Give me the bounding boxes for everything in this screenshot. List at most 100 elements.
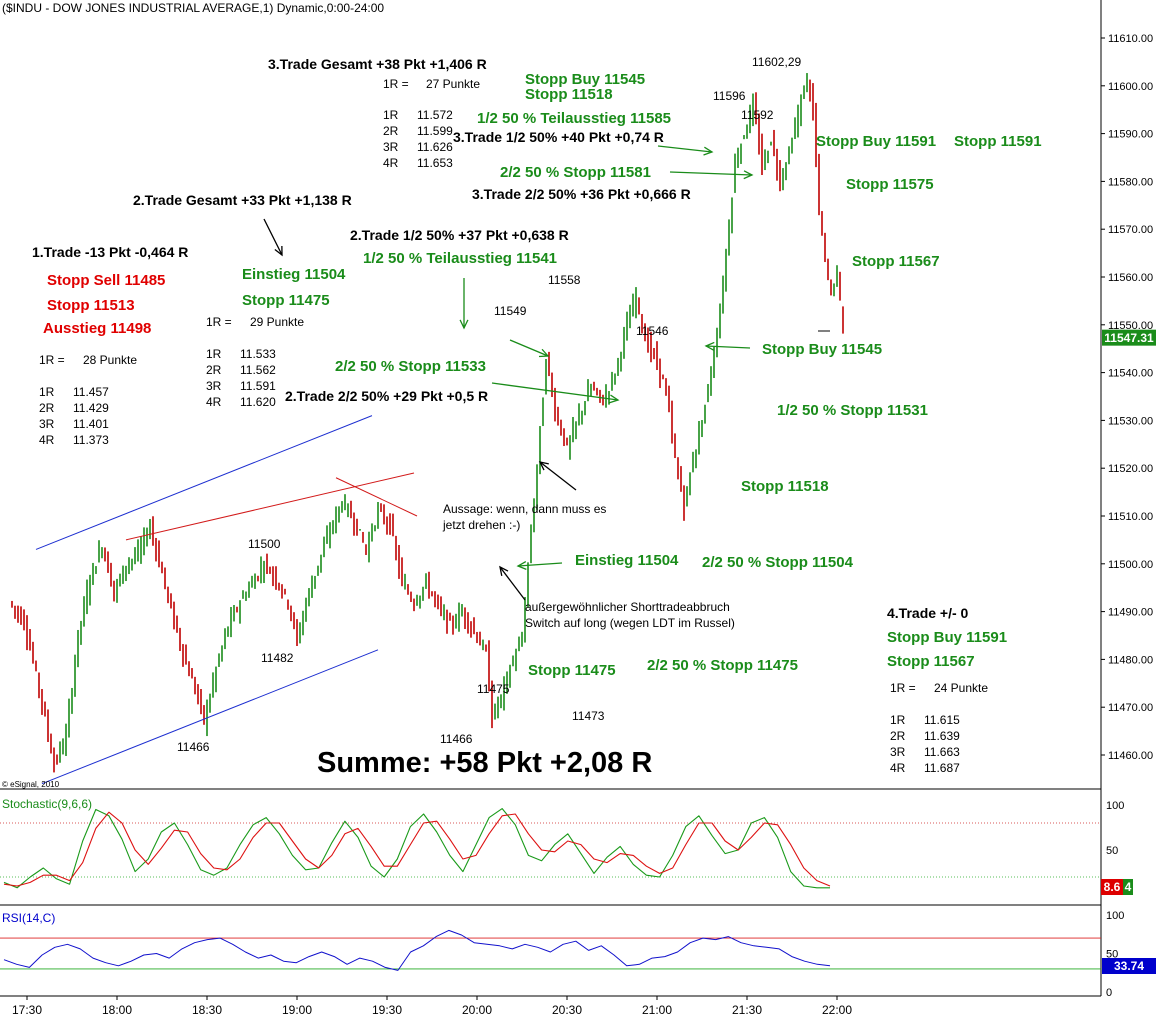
trade2-stop: Stopp 11475 [242,292,330,309]
arrow-einstieg-11504-head [516,560,527,570]
trade3-stop: Stopp 11518 [525,86,613,103]
price-label: 11549 [494,304,527,318]
y-tick-label: 11540.00 [1108,368,1153,380]
trade2-half2-stop: 2/2 50 % Stopp 11533 [335,358,486,375]
stop-buy-11591: Stopp Buy 11591 [816,133,937,150]
price-label: 11546 [636,324,669,338]
y-tick-label: 11490.00 [1108,607,1153,619]
stoch-series-k [3,808,830,889]
trade2-half1-exit: 1/2 50 % Teilausstieg 11541 [363,250,558,267]
r-key: 1R [383,108,399,122]
trade2-1r-label: 1R = [206,315,232,329]
trade3-half2-stop: 2/2 50 % Stopp 11581 [500,164,651,181]
y-tick-label: 11580.00 [1108,176,1153,188]
x-tick-label: 20:30 [552,1003,582,1017]
stoch-series-d [3,811,831,887]
r-value: 11.533 [240,347,276,361]
trade1-1r-label: 1R = [39,353,65,367]
half2-stop-11475: 2/2 50 % Stopp 11475 [647,657,798,674]
trade4-header: 4.Trade +/- 0 [887,605,969,621]
r-key: 4R [39,433,55,447]
trendline [35,415,373,550]
x-tick-label: 22:00 [822,1003,852,1017]
trade4-r-table: 1R 11.615 2R 11.639 3R 11.663 4R 11.687 [890,712,960,776]
r-value: 11.687 [924,761,960,775]
rsi-series [3,929,831,971]
y-tick-label: 11470.00 [1108,702,1153,714]
y-tick-label: 11460.00 [1108,750,1153,762]
price-label: 11466 [177,740,210,754]
trade1-exit: Ausstieg 11498 [43,320,152,337]
r-key: 2R [890,729,906,743]
x-tick-label: 21:30 [732,1003,762,1017]
trade2-total: 2.Trade Gesamt +33 Pkt +1,138 R [133,192,352,208]
r-value: 11.457 [73,385,109,399]
r-key: 3R [383,140,399,154]
arrow-teilausstieg-11585-head [703,146,714,156]
last-price-tag: 11547.31 [1104,330,1154,345]
stoch-value-tag: 8.6 [1101,879,1123,896]
x-tick-label: 18:00 [102,1003,132,1017]
arrow-stopp-11533 [491,382,619,401]
rsi-tick-label: 0 [1106,987,1112,999]
y-tick-label: 11570.00 [1108,224,1153,236]
price-label: 11473 [572,709,605,723]
note-line-3: außergewöhnlicher Shorttradeabbruch [525,600,730,614]
r-value: 11.653 [417,156,453,170]
stoch-value-tag-2: 4 [1123,879,1133,896]
price-label: 11558 [548,273,581,287]
trendline [41,649,379,785]
r-value: 11.591 [240,379,276,393]
arrow-teilausstieg-11585 [657,145,713,153]
stop-11567: Stopp 11567 [852,253,940,270]
stop-buy-11545: Stopp Buy 11545 [762,341,883,358]
arrow-stop-buy-11545 [705,345,751,349]
r-key: 3R [39,417,55,431]
arrow-stopp-11581-head [743,170,754,180]
arrow-to-11549 [509,339,549,357]
r-key: 1R [206,347,222,361]
r-value: 11.373 [73,433,109,447]
arrow-teilausstieg-11541-head [459,319,469,330]
trade3-total: 3.Trade Gesamt +38 Pkt +1,406 R [268,56,487,72]
r-value: 11.620 [240,395,276,409]
rsi-tick-label: 100 [1106,910,1124,922]
r-key: 1R [39,385,55,399]
rsi-label: RSI(14,C) [2,911,56,925]
note-line-2: jetzt drehen :-) [443,518,521,532]
y-tick-label: 11560.00 [1108,272,1153,284]
y-tick-label: 11480.00 [1108,654,1153,666]
price-label: 11475 [477,682,510,696]
price-label: 11466 [440,732,473,746]
stop-11518: Stopp 11518 [741,478,829,495]
trade2-r-table: 1R 11.533 2R 11.562 3R 11.591 4R 11.620 [206,346,276,410]
arrow-stop-buy-11545-head [704,341,715,351]
r-key: 3R [890,745,906,759]
y-tick-label: 11550.00 [1108,320,1153,332]
r-value: 11.599 [417,124,453,138]
trade1-r-table: 1R 11.457 2R 11.429 3R 11.401 4R 11.373 [39,384,109,448]
y-tick-label: 11600.00 [1108,81,1153,93]
r-key: 2R [383,124,399,138]
rsi-value-tag: 33.74 [1102,958,1156,975]
r-key: 4R [890,761,906,775]
r-key: 4R [206,395,222,409]
copyright: © eSignal, 2010 [2,780,60,789]
x-tick-label: 20:00 [462,1003,492,1017]
note-line-1: Aussage: wenn, dann muss es [443,502,607,516]
half2-stop-11504: 2/2 50 % Stopp 11504 [702,554,853,571]
r-value: 11.562 [240,363,276,377]
trendline [125,472,415,541]
r-key: 1R [890,713,906,727]
price-label: 11596 [713,89,746,103]
arrow-to-11549-head [538,348,550,358]
rsi-tick-label: 50 [1106,949,1118,961]
r-value: 11.626 [417,140,453,154]
trade1-header: 1.Trade -13 Pkt -0,464 R [32,244,189,260]
price-label: 11592 [741,108,774,122]
trade3-half1: 3.Trade 1/2 50% +40 Pkt +0,74 R [453,129,664,145]
note-line-4: Switch auf long (wegen LDT im Russel) [525,616,735,630]
last-price-tag-bg [1102,329,1156,346]
trade2-entry: Einstieg 11504 [242,266,346,283]
trade1-stop-sell: Stopp Sell 11485 [47,272,166,289]
